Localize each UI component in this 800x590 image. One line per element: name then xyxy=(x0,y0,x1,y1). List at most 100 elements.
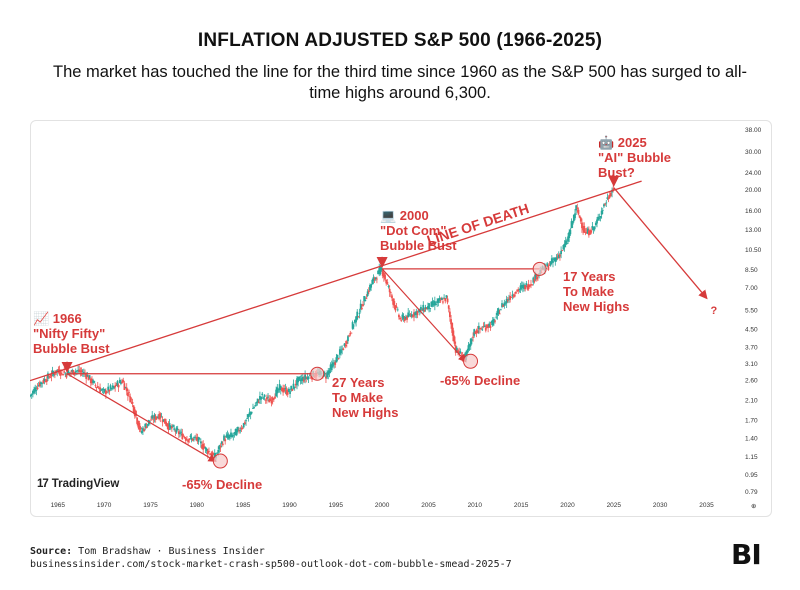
source-url[interactable]: businessinsider.com/stock-market-crash-s… xyxy=(30,559,512,570)
candles-group xyxy=(30,185,615,462)
candle-body xyxy=(120,381,122,384)
candle-body xyxy=(530,284,532,286)
candle-body xyxy=(132,405,135,413)
candle-body xyxy=(363,296,366,302)
candle-body xyxy=(590,230,593,233)
candle-body xyxy=(467,345,470,351)
candle-body xyxy=(211,452,214,458)
candle-body xyxy=(377,270,379,275)
candle-body xyxy=(137,420,140,428)
candle-body xyxy=(45,379,48,382)
candle-body xyxy=(333,363,335,365)
candle-body xyxy=(378,268,381,275)
candle-body xyxy=(584,231,587,233)
candle-body xyxy=(528,284,531,287)
y-tick-label: 3.70 xyxy=(745,345,758,352)
candle-body xyxy=(143,429,145,432)
candle-body xyxy=(578,215,581,218)
candle-body xyxy=(106,391,108,393)
candle-body xyxy=(519,285,522,290)
candle-body xyxy=(30,393,33,395)
candle-body xyxy=(505,298,508,304)
bubble-label-2000: "Dot Com" xyxy=(380,223,447,238)
candle-body xyxy=(33,388,35,394)
candle-body xyxy=(572,214,575,222)
candle-body xyxy=(348,335,351,337)
candle-body xyxy=(481,329,484,331)
candle-body xyxy=(334,361,337,365)
candle-body xyxy=(425,308,428,310)
candle-body xyxy=(179,433,181,434)
candle-body xyxy=(575,205,578,211)
y-tick-label: 16.00 xyxy=(745,208,762,215)
new-highs-circle xyxy=(532,261,547,276)
candle-body xyxy=(221,443,224,445)
candle-body xyxy=(404,317,407,319)
candle-body xyxy=(72,370,75,375)
candle-body xyxy=(243,422,246,424)
candle-body xyxy=(218,445,221,450)
candle-body xyxy=(38,382,41,387)
candle-body xyxy=(362,304,364,307)
candle-body xyxy=(455,347,458,353)
candle-body xyxy=(504,302,507,304)
candle-body xyxy=(556,256,559,258)
candle-body xyxy=(167,424,170,431)
candle-body xyxy=(224,439,227,442)
candle-body xyxy=(204,447,207,450)
candle-body xyxy=(354,319,356,323)
x-tick-label: 2000 xyxy=(375,502,390,509)
candle-body xyxy=(148,420,151,422)
candle-body xyxy=(262,397,265,399)
y-tick-label: 1.15 xyxy=(745,454,758,461)
candle-body xyxy=(257,402,260,404)
candle-body xyxy=(509,295,512,300)
decline-arrow xyxy=(66,373,217,462)
candle-body xyxy=(480,327,483,329)
line-of-death xyxy=(30,180,642,382)
candle-body xyxy=(506,300,509,302)
candle-body xyxy=(197,437,200,442)
decline-circle xyxy=(212,453,228,469)
bubble-label-1966: "Nifty Fifty" xyxy=(33,326,105,341)
candle-body xyxy=(382,272,385,278)
candle-body xyxy=(488,323,491,327)
candle-body xyxy=(424,307,427,310)
candle-body xyxy=(91,378,93,384)
candle-body xyxy=(373,278,376,280)
candle-body xyxy=(416,311,419,316)
candle-body xyxy=(103,389,106,393)
y-tick-label: 2.60 xyxy=(745,378,758,385)
candle-body xyxy=(261,393,264,396)
candle-body xyxy=(512,295,515,297)
candle-body xyxy=(559,254,561,257)
candle-body xyxy=(574,213,576,219)
candle-body xyxy=(473,329,476,336)
candle-body xyxy=(51,370,54,374)
candle-body xyxy=(508,298,510,300)
candle-body xyxy=(150,419,152,421)
candle-body xyxy=(186,439,188,441)
tradingview-mark: 17 xyxy=(37,478,49,490)
axis-settings-icon: ⊕ xyxy=(751,503,757,510)
bubble-label-1966: 📈 1966 xyxy=(33,311,82,326)
candle-body xyxy=(357,316,360,318)
candle-body xyxy=(435,303,437,305)
candle-body xyxy=(330,364,333,371)
candle-body xyxy=(173,428,176,430)
candle-body xyxy=(594,222,597,225)
x-tick-label: 1965 xyxy=(51,502,66,509)
candle-body xyxy=(250,412,253,414)
candle-body xyxy=(603,204,605,207)
candle-body xyxy=(245,420,247,422)
candle-body xyxy=(511,294,514,297)
candle-body xyxy=(371,279,374,285)
candle-body xyxy=(230,432,232,437)
candle-body xyxy=(517,289,520,292)
candle-body xyxy=(249,411,252,416)
candle-body xyxy=(43,378,46,382)
candle-body xyxy=(70,371,73,373)
candle-body xyxy=(49,377,52,379)
candle-body xyxy=(483,325,486,327)
candle-body xyxy=(303,379,305,382)
